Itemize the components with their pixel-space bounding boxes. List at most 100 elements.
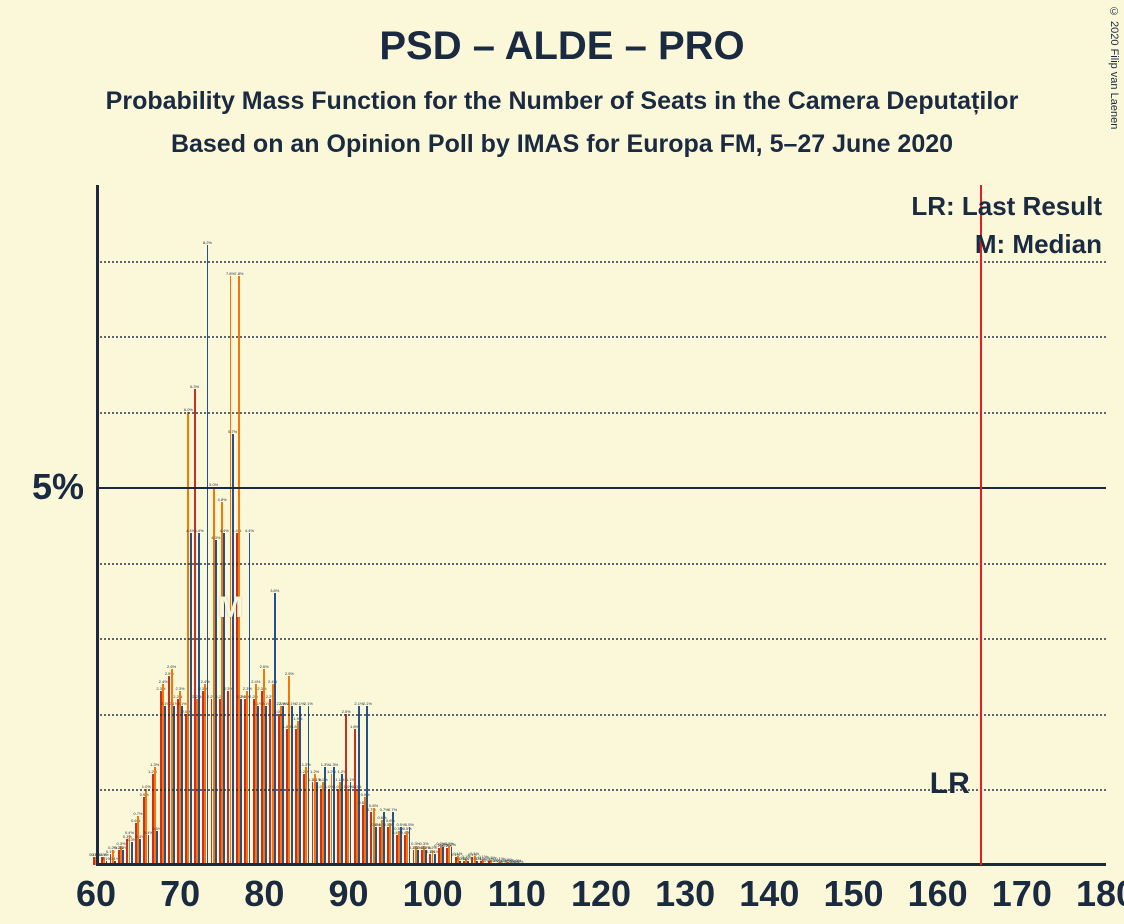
lr-label: LR — [930, 767, 970, 801]
bar-value-label: 4.4% — [194, 528, 203, 533]
bar-value-label: 2.6% — [260, 664, 269, 669]
bar-value-label: 0.6% — [386, 818, 395, 823]
x-tick-label: 110 — [488, 873, 546, 915]
bar: 2.1% — [181, 706, 183, 865]
bar: 2.1% — [366, 706, 368, 865]
bar: 2.1% — [282, 706, 284, 865]
bar: 2.1% — [257, 706, 259, 865]
bar: 0.5% — [156, 831, 158, 865]
chart-subtitle-1: Probability Mass Function for the Number… — [0, 87, 1124, 116]
bar-value-label: 4.4% — [232, 528, 241, 533]
x-tick-label: 180 — [1076, 873, 1124, 915]
copyright-text: © 2020 Filip van Laenen — [1108, 6, 1120, 129]
bar-value-label: 2.1% — [363, 701, 372, 706]
x-tick-label: 100 — [403, 873, 463, 915]
gridline — [96, 714, 1106, 716]
bar: 2.1% — [308, 706, 310, 865]
bar: 1.3% — [333, 767, 335, 865]
bar-value-label: 2.1% — [178, 701, 187, 706]
bar: 0.7% — [392, 812, 394, 865]
bar: 1.1% — [316, 782, 318, 865]
bar: 2.1% — [265, 706, 267, 865]
x-tick-label: 80 — [244, 873, 284, 915]
gridline — [96, 412, 1106, 414]
gridline — [96, 638, 1106, 640]
bar-value-label: 5.7% — [228, 429, 237, 434]
bar-value-label: 2.2% — [249, 694, 258, 699]
bar: 0.3% — [131, 842, 133, 865]
bar: 1.1% — [350, 782, 352, 865]
x-tick-label: 120 — [571, 873, 631, 915]
bar: 2.1% — [164, 706, 166, 865]
bar-value-label: 0.2% — [447, 842, 456, 847]
bar-value-label: 1.3% — [150, 762, 159, 767]
bar-value-label: 2.2% — [192, 694, 201, 699]
bar-value-label: 1.2% — [310, 769, 319, 774]
bar-value-label: 0.8% — [369, 803, 378, 808]
bar-value-label: 2.4% — [159, 679, 168, 684]
bar-value-label: 0.4% — [125, 830, 134, 835]
x-tick-label: 160 — [908, 873, 968, 915]
bar-value-label: 7.8% — [234, 271, 243, 276]
bar: 0.5% — [375, 827, 377, 865]
gridline — [96, 563, 1106, 565]
bar: 4.4% — [249, 533, 251, 865]
bar-value-label: 2.2% — [173, 694, 182, 699]
bar-value-label: 2.3% — [175, 686, 184, 691]
gridline-solid — [96, 487, 1106, 489]
x-axis — [96, 863, 1106, 866]
bar-value-label: 1.3% — [329, 762, 338, 767]
bar-value-label: 6.3% — [190, 384, 199, 389]
bar-value-label: 0.7% — [388, 807, 397, 812]
bar-value-label: 2.4% — [268, 679, 277, 684]
bar: 2.1% — [299, 706, 301, 865]
bar-value-label: 1.3% — [302, 762, 311, 767]
bar-value-label: 0.7% — [133, 811, 142, 816]
gridline — [96, 336, 1106, 338]
bar-value-label: 2.5% — [165, 671, 174, 676]
bar: 2.1% — [173, 706, 175, 865]
bar-value-label: 2.3% — [257, 686, 266, 691]
bar: 4.3% — [215, 540, 217, 865]
legend-median: M: Median — [975, 229, 1102, 260]
bar: 0.3% — [139, 839, 141, 865]
bar: 4.4% — [198, 533, 200, 865]
chart-title: PSD – ALDE – PRO — [0, 24, 1124, 69]
bar: 2.2% — [240, 699, 242, 865]
bar-value-label: 8.2% — [203, 240, 212, 245]
bar-value-label: 1.1% — [335, 777, 344, 782]
bar: 1.3% — [324, 767, 326, 865]
x-tick-label: 130 — [655, 873, 715, 915]
bar-value-label: 1.2% — [327, 769, 336, 774]
bar-value-label: 2.3% — [243, 686, 252, 691]
bar-value-label: 2.3% — [156, 686, 165, 691]
bar-value-label: 4.8% — [218, 497, 227, 502]
bar: 0.4% — [148, 835, 150, 865]
gridline — [96, 261, 1106, 263]
bar-value-label: 2.4% — [251, 679, 260, 684]
bar: 4.4% — [223, 533, 225, 865]
bar: 2.1% — [358, 706, 360, 865]
bars-container: 0.1%0.1%0.1%0.1%0.1%0.1%0.2%0.1%0.2%0.3%… — [96, 185, 1106, 865]
bar-value-label: 2.1% — [304, 701, 313, 706]
bar: 5.7% — [232, 434, 234, 865]
x-tick-label: 70 — [160, 873, 200, 915]
bar-value-label: 3.6% — [270, 588, 279, 593]
x-tick-label: 150 — [823, 873, 883, 915]
bar: 0.7% — [383, 812, 385, 865]
bar-value-label: 0.9% — [140, 792, 149, 797]
x-tick-label: 60 — [76, 873, 116, 915]
x-tick-label: 170 — [992, 873, 1052, 915]
median-marker: M — [218, 591, 243, 625]
bar: 3.6% — [274, 593, 276, 865]
last-result-line — [980, 185, 982, 865]
bar: 1.2% — [341, 774, 343, 865]
bar: 4.4% — [190, 533, 192, 865]
bar-value-label: 4.4% — [245, 528, 254, 533]
bar-value-label: 0.9% — [361, 792, 370, 797]
bar-value-label: 1.9% — [293, 716, 302, 721]
bar-value-label: 4.3% — [211, 535, 220, 540]
y-tick-label: 5% — [32, 466, 84, 508]
bar-value-label: 2.6% — [167, 664, 176, 669]
bar-value-label: 1.2% — [148, 769, 157, 774]
